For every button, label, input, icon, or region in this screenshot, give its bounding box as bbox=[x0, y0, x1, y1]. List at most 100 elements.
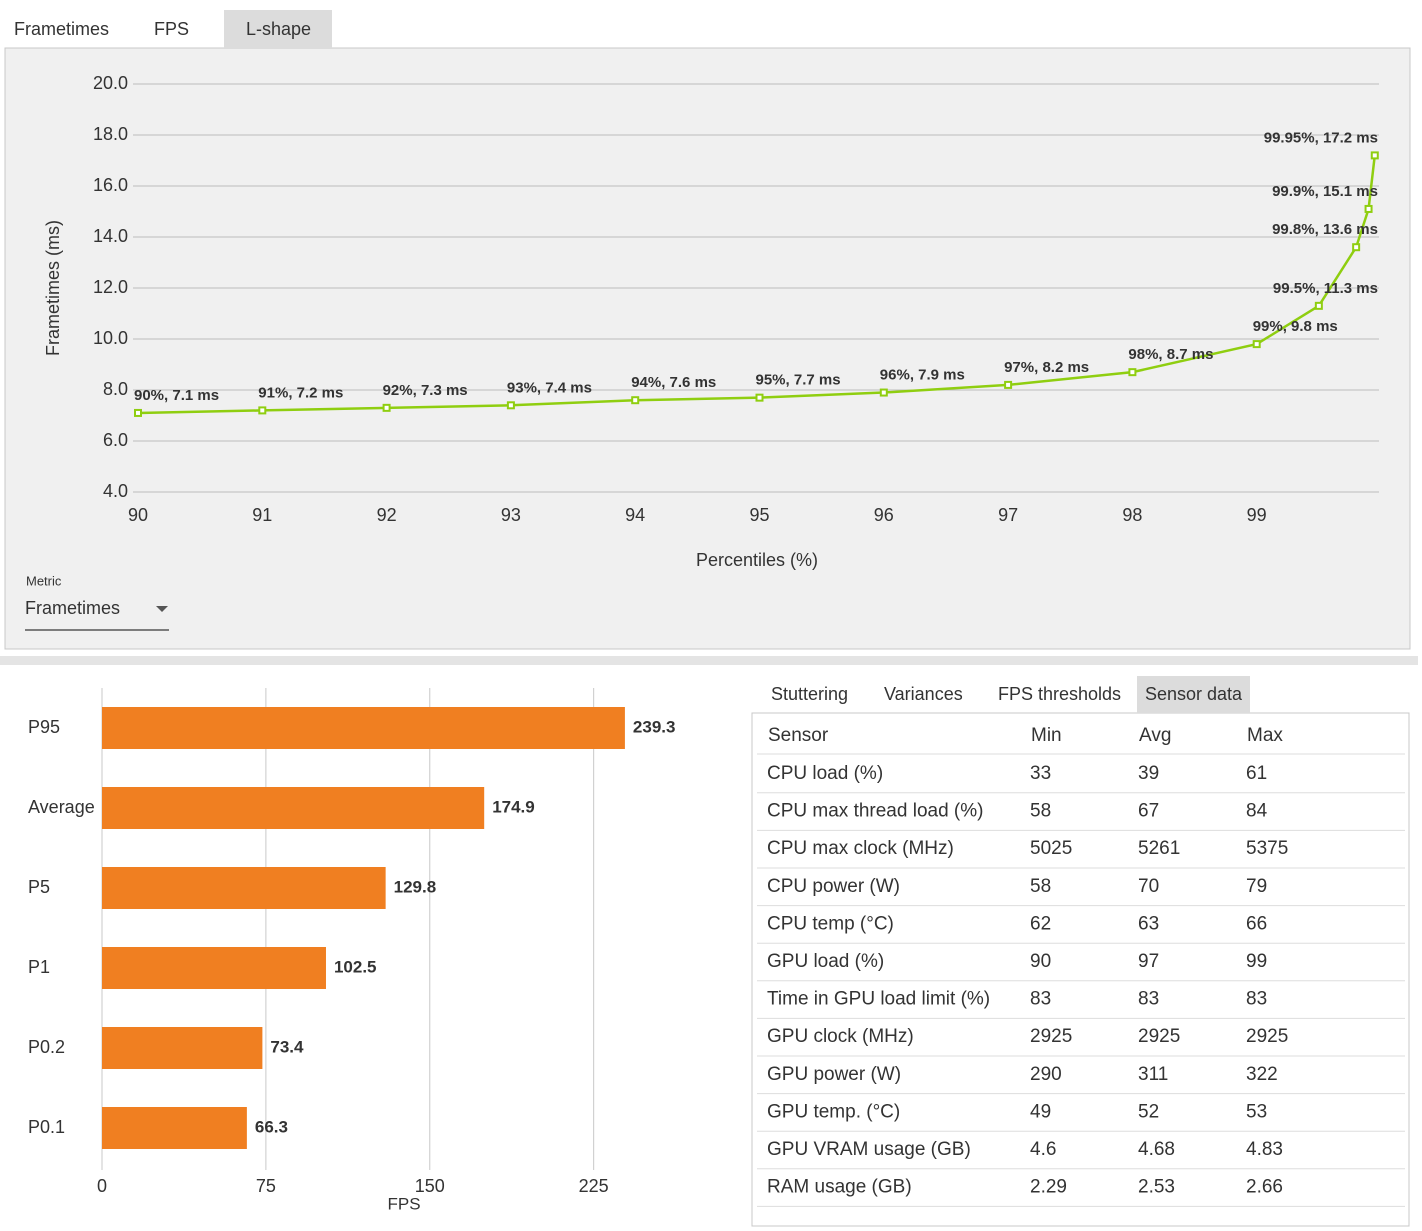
table-cell: 5261 bbox=[1138, 838, 1180, 859]
y-tick-label: 20.0 bbox=[93, 73, 128, 93]
tab[interactable]: FPS bbox=[154, 19, 189, 39]
table-cell: 84 bbox=[1246, 801, 1268, 822]
x-axis-label: FPS bbox=[387, 1194, 420, 1213]
y-axis-label: Frametimes (ms) bbox=[43, 220, 63, 356]
column-header: Max bbox=[1247, 725, 1283, 746]
table-cell: GPU temp. (°C) bbox=[767, 1101, 900, 1122]
select-label: Metric bbox=[26, 573, 62, 588]
table-cell: GPU VRAM usage (GB) bbox=[767, 1139, 971, 1160]
y-tick-label: 4.0 bbox=[103, 481, 128, 501]
table-cell: 52 bbox=[1138, 1101, 1159, 1122]
point bbox=[506, 401, 515, 410]
point bbox=[1352, 243, 1361, 252]
x-tick-label: 75 bbox=[256, 1176, 276, 1196]
category-label: P1 bbox=[28, 957, 50, 977]
tab[interactable]: Stuttering bbox=[771, 684, 848, 704]
table-cell: 5375 bbox=[1246, 838, 1288, 859]
tab[interactable]: L-shape bbox=[246, 19, 311, 39]
bar-label: 239.3 bbox=[633, 717, 676, 736]
point-label: 91%, 7.2 ms bbox=[258, 384, 343, 401]
table-cell: CPU power (W) bbox=[767, 876, 900, 897]
point-label: 99.9%, 15.1 ms bbox=[1272, 183, 1378, 200]
table-cell: GPU power (W) bbox=[767, 1064, 901, 1085]
table-panel bbox=[751, 712, 1410, 1227]
table-cell: GPU clock (MHz) bbox=[767, 1026, 914, 1047]
table-cell: 2925 bbox=[1030, 1026, 1072, 1047]
x-tick-label: 98 bbox=[1122, 505, 1142, 525]
select-value[interactable]: Frametimes bbox=[25, 598, 120, 618]
table-cell: 58 bbox=[1030, 801, 1051, 822]
y-tick-label: 16.0 bbox=[93, 175, 128, 195]
category-label: P95 bbox=[28, 717, 60, 737]
point bbox=[382, 403, 391, 412]
table-cell: 53 bbox=[1246, 1101, 1267, 1122]
point-label: 90%, 7.1 ms bbox=[134, 387, 219, 404]
tab[interactable]: Frametimes bbox=[14, 19, 109, 39]
x-tick-label: 94 bbox=[625, 505, 645, 525]
bar bbox=[102, 1107, 247, 1149]
x-tick-label: 97 bbox=[998, 505, 1018, 525]
bar-label: 129.8 bbox=[394, 877, 437, 896]
column-header: Avg bbox=[1139, 725, 1171, 746]
y-tick-label: 12.0 bbox=[93, 277, 128, 297]
x-tick-label: 91 bbox=[252, 505, 272, 525]
point bbox=[1252, 340, 1261, 349]
point-label: 95%, 7.7 ms bbox=[756, 372, 841, 389]
table-cell: 70 bbox=[1138, 876, 1159, 897]
y-tick-label: 14.0 bbox=[93, 226, 128, 246]
column-header: Min bbox=[1031, 725, 1062, 746]
table-cell: Time in GPU load limit (%) bbox=[767, 989, 990, 1010]
table-cell: 39 bbox=[1138, 763, 1159, 784]
tab[interactable]: Sensor data bbox=[1145, 684, 1243, 704]
point-label: 94%, 7.6 ms bbox=[631, 374, 716, 391]
tab[interactable]: FPS thresholds bbox=[998, 684, 1121, 704]
point bbox=[1004, 380, 1013, 389]
table-cell: 33 bbox=[1030, 763, 1051, 784]
x-tick-label: 0 bbox=[97, 1176, 107, 1196]
tab-active-bg bbox=[1137, 676, 1250, 713]
point-label: 98%, 8.7 ms bbox=[1128, 346, 1213, 363]
category-label: P0.1 bbox=[28, 1117, 65, 1137]
table-cell: 99 bbox=[1246, 951, 1267, 972]
bar bbox=[102, 707, 625, 749]
chart-panel bbox=[4, 47, 1411, 650]
point bbox=[879, 388, 888, 397]
tab[interactable]: Variances bbox=[884, 684, 963, 704]
table-cell: 83 bbox=[1138, 989, 1159, 1010]
bar-label: 66.3 bbox=[255, 1117, 288, 1136]
dropdown-arrow[interactable] bbox=[156, 606, 168, 612]
separator bbox=[0, 656, 1418, 665]
table-cell: 311 bbox=[1138, 1064, 1168, 1085]
table-cell: CPU temp (°C) bbox=[767, 913, 894, 934]
table-cell: 4.83 bbox=[1246, 1139, 1283, 1160]
table-cell: 5025 bbox=[1030, 838, 1072, 859]
bar-label: 73.4 bbox=[270, 1037, 304, 1056]
bar bbox=[102, 867, 386, 909]
table-cell: 49 bbox=[1030, 1101, 1051, 1122]
table-cell: 4.68 bbox=[1138, 1139, 1175, 1160]
table-cell: 2925 bbox=[1138, 1026, 1180, 1047]
table-cell: 290 bbox=[1030, 1064, 1062, 1085]
point bbox=[631, 396, 640, 405]
table-cell: CPU max clock (MHz) bbox=[767, 838, 954, 859]
bar-label: 102.5 bbox=[334, 957, 377, 976]
y-tick-label: 18.0 bbox=[93, 124, 128, 144]
category-label: P0.2 bbox=[28, 1037, 65, 1057]
table-cell: 79 bbox=[1246, 876, 1267, 897]
table-cell: 2925 bbox=[1246, 1026, 1288, 1047]
point bbox=[258, 406, 267, 415]
table-cell: GPU load (%) bbox=[767, 951, 884, 972]
point-label: 99.8%, 13.6 ms bbox=[1272, 221, 1378, 238]
x-tick-label: 90 bbox=[128, 505, 148, 525]
table-cell: 322 bbox=[1246, 1064, 1278, 1085]
table-cell: 61 bbox=[1246, 763, 1267, 784]
table-cell: 90 bbox=[1030, 951, 1051, 972]
table-cell: 83 bbox=[1246, 989, 1267, 1010]
y-tick-label: 10.0 bbox=[93, 328, 128, 348]
point-label: 92%, 7.3 ms bbox=[383, 382, 468, 399]
x-tick-label: 96 bbox=[874, 505, 894, 525]
category-label: P5 bbox=[28, 877, 50, 897]
table-cell: 4.6 bbox=[1030, 1139, 1056, 1160]
